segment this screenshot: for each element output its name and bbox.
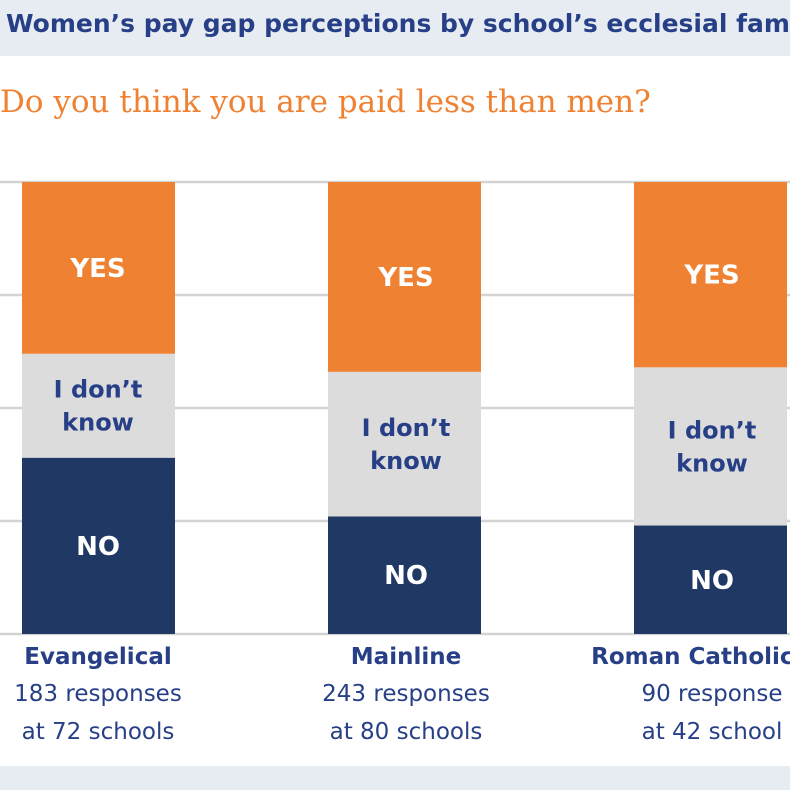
bar-segment-no	[22, 457, 175, 634]
bar-segment-yes	[22, 182, 175, 354]
category-label: Evangelical	[24, 644, 171, 670]
bottom-band	[0, 766, 790, 790]
chart-title: Do you think you are paid less than men?	[0, 84, 651, 120]
header-band: Women’s pay gap perceptions by school’s …	[0, 0, 790, 56]
bar-segment-yes	[328, 182, 481, 372]
bar-segment-i-don-t-know	[634, 367, 787, 526]
category-label: Mainline	[351, 644, 461, 670]
bar-segment-i-don-t-know	[22, 353, 175, 458]
category-subtitle: at 72 schools	[22, 719, 175, 745]
category-subtitle: 243 responses	[322, 681, 490, 707]
category-subtitle: 90 response	[641, 681, 782, 707]
segment-label: know	[62, 409, 134, 437]
segment-label: I don’t	[362, 414, 451, 442]
page-title: Women’s pay gap perceptions by school’s …	[6, 9, 790, 38]
bar-segment-no	[328, 516, 481, 634]
segment-label: I don’t	[668, 416, 757, 444]
category-subtitle: at 42 school	[642, 719, 783, 745]
category-subtitle: 183 responses	[14, 681, 182, 707]
segment-label: NO	[690, 566, 734, 596]
segment-label: NO	[384, 561, 428, 591]
segment-label: YES	[377, 263, 433, 293]
segment-label: know	[676, 449, 748, 477]
category-subtitle: at 80 schools	[330, 719, 483, 745]
category-label: Roman Catholic/Or	[591, 644, 790, 670]
bar-segment-no	[634, 525, 787, 634]
stacked-bar-chart: NO I don’t know YES Evangelical 183 responses…	[0, 180, 790, 745]
bar-segment-i-don-t-know	[328, 371, 481, 517]
segment-label: I don’t	[54, 376, 143, 404]
segment-label: YES	[683, 261, 739, 291]
segment-label: NO	[76, 532, 120, 562]
bar-segment-yes	[634, 182, 787, 368]
segment-label: know	[370, 447, 442, 475]
segment-label: YES	[69, 254, 125, 284]
